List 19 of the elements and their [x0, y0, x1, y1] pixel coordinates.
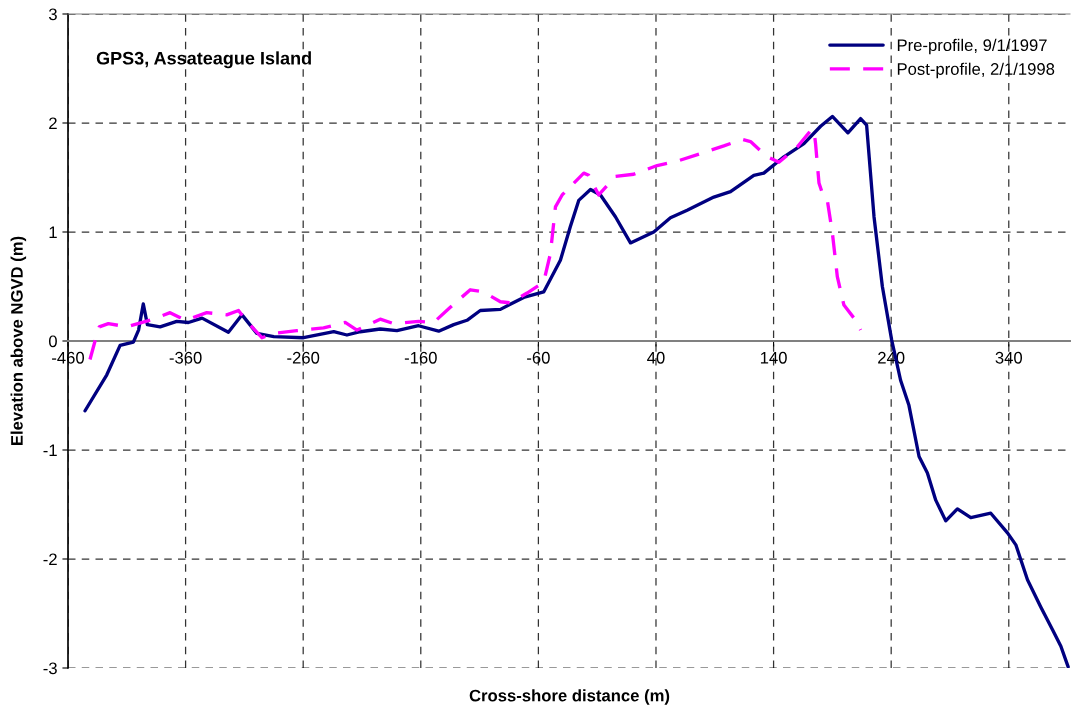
x-tick-label: -360 — [169, 351, 202, 364]
line-series — [83, 114, 1070, 668]
legend-label: Post-profile, 2/1/1998 — [897, 62, 1055, 79]
y-tick-label: 0 — [48, 335, 57, 348]
x-tick-label: 140 — [760, 351, 787, 364]
y-tick-label: -2 — [43, 553, 57, 566]
x-tick-label: 340 — [995, 351, 1023, 364]
x-tick-label: -260 — [287, 351, 320, 364]
y-tick-label: 3 — [48, 8, 57, 21]
x-tick-label: -160 — [404, 351, 437, 364]
y-tick-label: 1 — [49, 226, 57, 239]
y-axis-title: Elevation above NGVD (m) — [10, 236, 27, 445]
text: GPS3, Assateague Island — [96, 51, 311, 69]
y-tick-label: -3 — [43, 662, 57, 675]
y-tick-label: 2 — [49, 117, 57, 130]
x-tick-label: -60 — [527, 351, 550, 364]
x-axis-title: Cross-shore distance (m) — [469, 689, 670, 705]
x-tick-label: 40 — [647, 351, 665, 364]
y-tick-label: -1 — [43, 444, 57, 457]
